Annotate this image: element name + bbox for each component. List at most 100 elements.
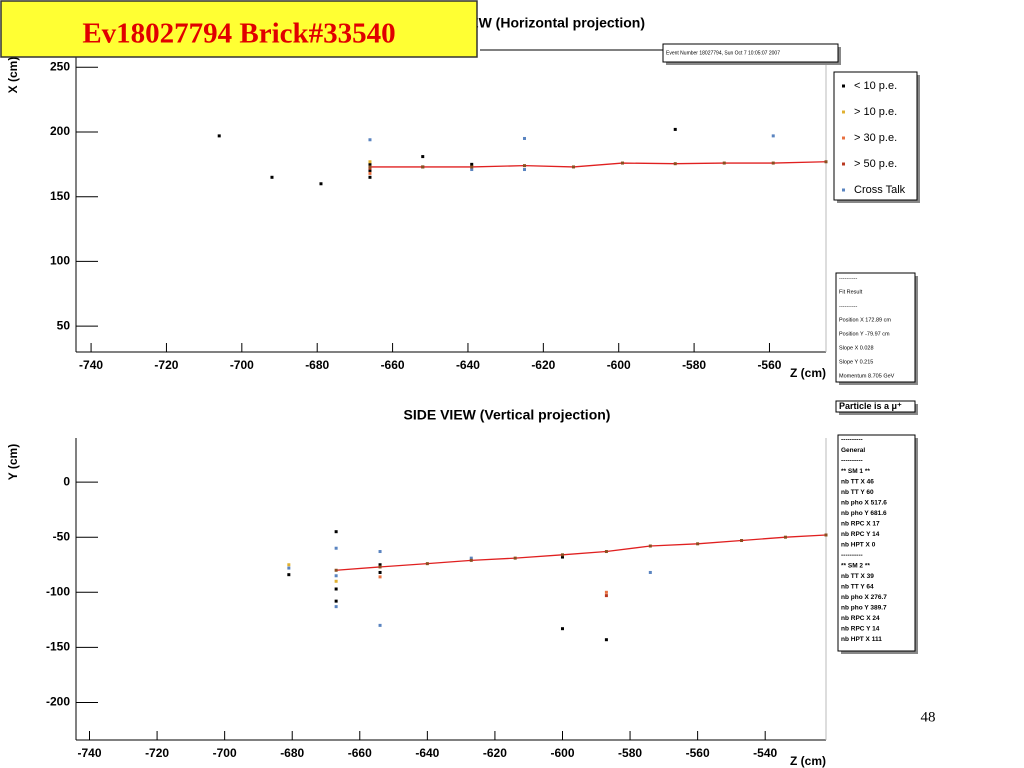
x-tick-label: -660 (381, 358, 405, 372)
hit-point (287, 566, 291, 570)
x-tick-label: -720 (145, 746, 169, 760)
fit-point (740, 539, 744, 543)
panel-line: nb TT X 39 (841, 573, 874, 580)
fit-line (369, 161, 827, 168)
fit-point (673, 162, 677, 166)
panel-line: nb TT Y 64 (841, 584, 874, 591)
hit-point (604, 638, 608, 642)
y-axis-label: Y (cm) (6, 444, 20, 480)
y-tick-label: 50 (57, 318, 71, 332)
legend-marker (842, 110, 845, 114)
panel-box (835, 272, 916, 383)
hit-point (217, 134, 221, 138)
legend-entry: > 30 p.e. (854, 132, 897, 144)
hit-point (522, 168, 526, 172)
fit-point (470, 165, 474, 169)
panel-line: nb HPT X 111 (841, 636, 882, 643)
fit-point (513, 556, 517, 560)
hit-point (368, 175, 372, 179)
legend-box (833, 71, 918, 201)
fit-point (522, 164, 526, 168)
hit-point (319, 182, 323, 186)
x-tick-label: -580 (618, 746, 642, 760)
legend-marker (842, 84, 845, 88)
fit-line (336, 534, 827, 571)
fit-point (469, 558, 473, 562)
legend-entry: > 10 p.e. (854, 106, 897, 118)
chart-title: SIDE VIEW (Vertical projection) (404, 407, 611, 423)
fit-point (421, 165, 425, 169)
panel-line: nb RPC Y 14 (841, 626, 880, 633)
x-tick-label: -560 (686, 746, 710, 760)
legend-entry: < 10 p.e. (854, 80, 897, 92)
hit-point (368, 162, 372, 166)
y-tick-label: -200 (46, 695, 70, 709)
panel-line: Event Number 18027794, Sun Oct 7 10:05:0… (666, 50, 780, 56)
x-tick-label: -700 (230, 358, 254, 372)
fit-point (560, 553, 564, 557)
hit-point (334, 605, 338, 609)
x-tick-label: -620 (531, 358, 555, 372)
x-tick-label: -660 (348, 746, 372, 760)
panel-line: nb pho X 276.7 (841, 594, 887, 601)
panel-line: Slope Y 0.215 (839, 359, 873, 365)
x-axis-label: Z (cm) (790, 366, 826, 380)
fit-point (648, 544, 652, 548)
panel-line: nb RPC Y 14 (841, 531, 880, 538)
hit-point (648, 570, 652, 574)
panel-line: ---------- (841, 552, 863, 559)
panel-box (835, 400, 916, 413)
panel-line: nb pho Y 389.7 (841, 605, 887, 612)
hit-point (287, 563, 291, 567)
x-tick-label: -740 (79, 358, 103, 372)
hit-point (378, 563, 382, 567)
panel-line: nb TT Y 60 (841, 489, 874, 496)
plots: -740 -720 -700 -680 -660 -640 -620 -600 -580 -560… (46, 44, 828, 760)
hit-point (560, 555, 564, 559)
legend-marker (842, 188, 845, 192)
hit-point (334, 546, 338, 550)
y-axis-label: X (cm) (6, 57, 20, 94)
panel-line: nb RPC X 24 (841, 615, 880, 622)
hit-point (334, 599, 338, 603)
fit-point (334, 568, 338, 572)
header-label: Ev18027794 Brick#33540 (82, 18, 395, 50)
x-tick-label: -740 (77, 746, 101, 760)
x-axis-label: Z (cm) (790, 754, 826, 768)
hit-point (270, 175, 274, 179)
legend-marker (842, 162, 845, 166)
x-tick-label: -620 (483, 746, 507, 760)
panel-line: Slope X 0.028 (839, 345, 874, 351)
panel-line: ---------- (841, 437, 863, 444)
hit-point (470, 168, 474, 172)
panel-line: Momentum 8.705 GeV (839, 373, 895, 379)
panel-line: nb RPC X 17 (841, 521, 880, 528)
hit-point (469, 556, 473, 560)
y-tick-label: -100 (46, 584, 70, 598)
hit-point (604, 594, 608, 598)
x-tick-label: -560 (757, 358, 781, 372)
hit-point (334, 579, 338, 583)
hit-point (378, 570, 382, 574)
panel-box (662, 43, 839, 63)
legend-entry: > 50 p.e. (854, 158, 897, 170)
fit-point (425, 562, 429, 566)
panel-line: nb pho X 517.6 (841, 500, 887, 507)
panel-line: nb HPT X 0 (841, 542, 876, 549)
hit-point (522, 136, 526, 140)
x-tick-label: -540 (753, 746, 777, 760)
chart-title: TOP VIEW (Horizontal projection) (424, 15, 645, 31)
y-tick-label: -50 (53, 529, 71, 543)
hit-point (334, 574, 338, 578)
fit-point (620, 161, 624, 165)
hit-point (378, 623, 382, 627)
fit-point (571, 165, 575, 169)
hit-point (560, 627, 564, 631)
panel-line: Fit Result (839, 289, 863, 295)
panel-line: nb TT X 46 (841, 479, 874, 486)
info-panels: < 10 p.e. > 10 p.e. > 30 p.e. > 50 p.e. Cros… (662, 43, 920, 654)
panel-line: nb pho Y 681.6 (841, 510, 887, 517)
hit-point (673, 127, 677, 131)
y-tick-label: 250 (50, 59, 70, 73)
hit-point (368, 169, 372, 173)
